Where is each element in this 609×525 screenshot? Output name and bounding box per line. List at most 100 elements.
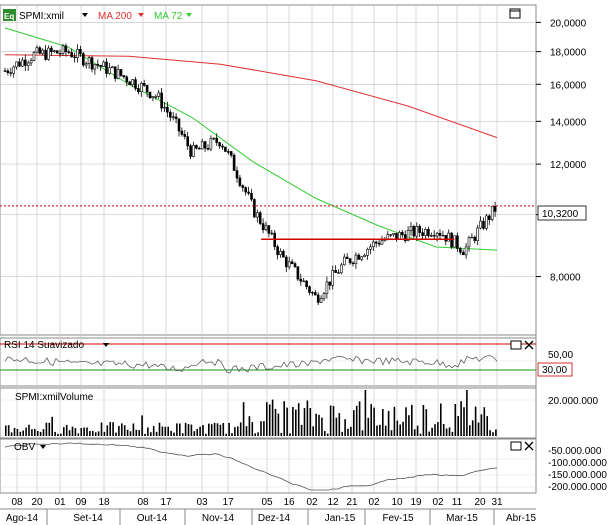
candle-body (157, 92, 160, 97)
obv-dropdown-icon[interactable] (40, 445, 46, 449)
close-obv-icon[interactable] (524, 441, 534, 451)
candle-body (73, 56, 76, 59)
volume-bar (477, 422, 480, 436)
volume-tick: 20.000.000 (548, 396, 598, 407)
candle-body (58, 52, 62, 55)
volume-bar (121, 423, 123, 436)
volume-bar (228, 422, 230, 436)
volume-bar (367, 417, 370, 436)
candle-body (47, 47, 50, 60)
legend-ma200[interactable]: MA 200 (98, 11, 132, 22)
x-month-label: Ago-14 (6, 513, 39, 524)
price-tick-label: 18,0000 (550, 48, 587, 59)
candle-body (166, 106, 169, 113)
candle-body (84, 63, 88, 66)
volume-bar (434, 424, 436, 436)
volume-bar (19, 431, 22, 436)
volume-bar (242, 402, 245, 436)
rsi-lower-label: 30,00 (542, 365, 567, 376)
candle-body (290, 261, 294, 264)
candle-body (70, 52, 73, 58)
x-day-label: 11 (452, 497, 463, 508)
volume-bar (431, 427, 433, 436)
candle-body (444, 235, 448, 242)
candle-body (325, 281, 329, 294)
obv-tick-label: -200.000.000 (548, 482, 607, 493)
volume-bar (315, 413, 317, 436)
candle-body (345, 256, 349, 260)
legend-symbol[interactable]: SPMI:xmil (19, 11, 64, 22)
candle-body (206, 148, 210, 150)
volume-bar (454, 404, 457, 436)
volume-bar (36, 430, 39, 436)
ma200-dropdown-icon[interactable] (138, 13, 144, 17)
candle-body (366, 249, 369, 256)
volume-bar (445, 428, 448, 436)
candle-body (195, 145, 198, 149)
maximize-rsi-icon[interactable] (510, 340, 522, 350)
volume-bar (393, 406, 396, 436)
candle-body (424, 229, 427, 236)
x-axis-months: Ago-14 Set-14 Out-14 Nov-14 Dez-14 Jan-15 Fev-… (6, 509, 536, 525)
obv-panel (0, 438, 537, 494)
obv-tick-label: -150.000.000 (548, 470, 607, 481)
volume-bar (60, 433, 62, 436)
price-tick-label: 14,0000 (550, 117, 587, 128)
x-month-label: Out-14 (137, 513, 168, 524)
candle-body (229, 151, 233, 156)
candle-body (163, 106, 166, 109)
candle-body (415, 226, 419, 237)
candle-body (337, 272, 340, 274)
volume-bar (384, 425, 387, 436)
candle-body (485, 215, 488, 229)
volume-bar (222, 423, 225, 436)
candle-body (374, 241, 378, 244)
volume-bar (106, 425, 109, 436)
volume-bar (22, 430, 24, 436)
candle-body (198, 148, 201, 150)
candle-body (76, 48, 79, 58)
maximize-price-icon[interactable] (509, 8, 521, 19)
candle-body (403, 234, 407, 241)
volume-bar (370, 404, 372, 436)
volume-bar (364, 390, 367, 436)
legend-ma72[interactable]: MA 72 (154, 11, 183, 22)
candle-body (154, 96, 158, 98)
price-tick-label: 12,0000 (550, 160, 587, 171)
volume-bar (373, 407, 375, 436)
candle-body (212, 137, 216, 140)
x-month-label: Abr-15 (506, 513, 536, 524)
volume-bar (321, 417, 323, 436)
volume-bar (280, 432, 283, 436)
volume-bar (347, 428, 349, 436)
candle-body (461, 251, 465, 256)
volume-bars (5, 390, 497, 436)
candle-body (26, 62, 30, 66)
volume-bar (77, 433, 80, 436)
x-month-label: Dez-14 (258, 513, 291, 524)
maximize-obv-icon[interactable] (510, 441, 522, 451)
price-axis: 20,000018,000016,000014,000012,000010,00… (536, 18, 587, 284)
x-day-label: 03 (196, 497, 208, 508)
rsi-dropdown-icon[interactable] (103, 343, 109, 347)
ma72-dropdown-icon[interactable] (186, 13, 192, 17)
eq-badge[interactable] (3, 9, 16, 21)
symbol-dropdown-icon[interactable] (82, 13, 88, 17)
candle-body (487, 215, 491, 220)
candle-body (456, 235, 459, 249)
x-day-label: 02 (432, 497, 444, 508)
candle-body (258, 212, 262, 224)
x-day-label: 05 (261, 497, 273, 508)
obv-tick-label: -50.000.000 (548, 446, 602, 457)
volume-bar (326, 433, 329, 436)
candle-body (476, 227, 480, 241)
candle-body (490, 206, 494, 221)
volume-bar (277, 413, 280, 436)
volume-bar (231, 433, 233, 436)
volume-bar (173, 432, 175, 436)
volume-bar (97, 431, 100, 436)
close-rsi-icon[interactable] (524, 340, 534, 350)
candle-body (87, 57, 91, 64)
candle-body (311, 292, 314, 294)
volume-bar (300, 424, 303, 436)
